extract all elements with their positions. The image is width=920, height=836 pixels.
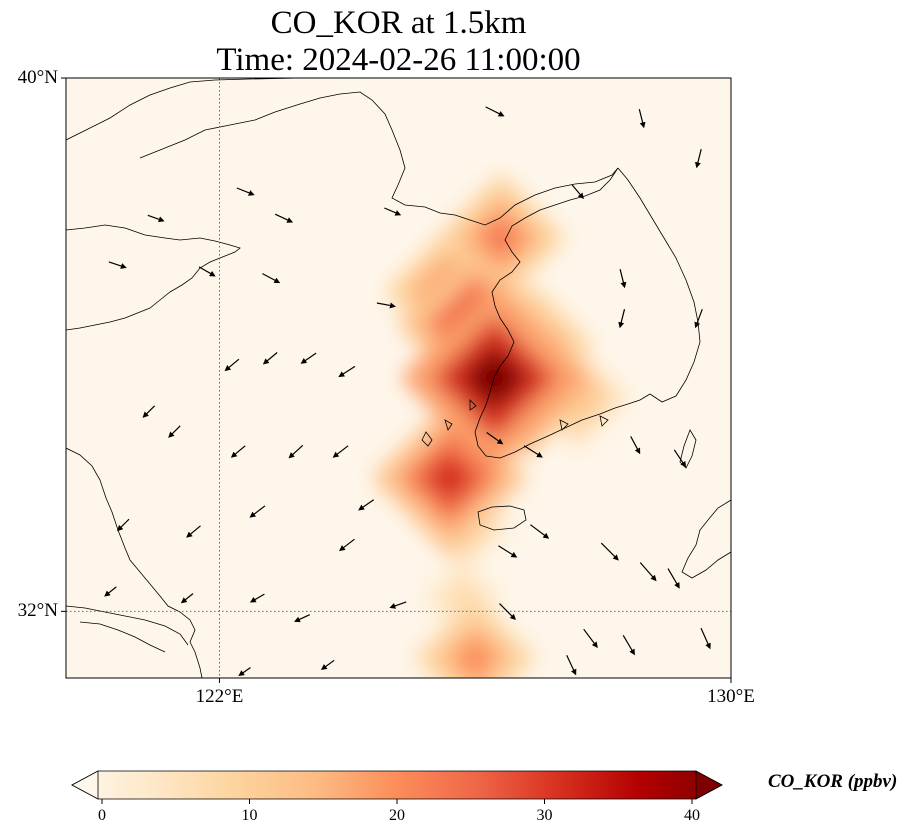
wind-arrow: [376, 302, 396, 309]
wind-arrow: [485, 106, 505, 117]
colorbar-tick-label: 40: [684, 807, 700, 824]
wind-arrow: [320, 659, 335, 670]
colorbar-ticks: [101, 799, 693, 804]
wind-arrow: [262, 352, 278, 365]
concentration-cell: [477, 215, 524, 261]
wind-arrow: [142, 405, 156, 418]
wind-arrow: [486, 432, 504, 445]
wind-arrow: [638, 109, 646, 129]
wind-arrow: [622, 634, 635, 656]
wind-arrow: [694, 308, 703, 329]
wind-arrow: [523, 445, 543, 458]
wind-arrow: [498, 545, 518, 558]
wind-arrow: [618, 309, 626, 329]
colorbar-extend-min: [71, 770, 99, 800]
wind-arrow: [338, 365, 356, 378]
wind-arrow: [694, 149, 702, 169]
wind-arrow: [389, 601, 407, 609]
wind-arrow: [630, 436, 641, 455]
wind-arrow: [300, 352, 317, 364]
wind-arrow: [274, 213, 294, 223]
coastline-yangtze-mouth: [66, 605, 189, 653]
lat-tick-label: 32°N: [17, 600, 58, 622]
wind-arrow: [583, 628, 598, 648]
wind-arrow: [147, 214, 165, 223]
coastline-kyushu: [681, 499, 731, 579]
wind-arrow: [339, 538, 355, 552]
wind-arrow: [116, 518, 130, 532]
axis-ticks: [61, 77, 732, 683]
lon-tick-label: 130°E: [707, 686, 755, 707]
wind-arrow: [619, 269, 627, 289]
wind-arrow: [667, 568, 680, 589]
wind-arrow: [198, 266, 216, 277]
colorbar: [71, 770, 723, 800]
wind-arrow: [230, 445, 246, 458]
colorbar-extend-max: [695, 770, 723, 800]
wind-arrow: [249, 593, 265, 603]
wind-arrow: [288, 444, 304, 459]
concentration-cell: [422, 450, 477, 506]
coastline-liaodong: [66, 78, 301, 141]
coastline-korea-west: [474, 167, 651, 459]
wind-arrow: [566, 655, 577, 676]
wind-arrow: [639, 562, 657, 582]
coastline-china-east: [66, 447, 203, 678]
coastline-korea-southwest-islands: [421, 399, 609, 447]
wind-arrow: [168, 425, 181, 438]
wind-vectors: [104, 106, 711, 677]
wind-arrow: [700, 627, 711, 650]
wind-arrow: [571, 184, 584, 200]
wind-arrow: [249, 505, 266, 518]
coastline-korea-east: [617, 167, 701, 403]
wind-arrow: [180, 593, 194, 604]
coastline-jeju: [477, 505, 527, 531]
lon-tick-label: 122°E: [195, 686, 244, 707]
concentration-cell: [453, 636, 497, 678]
coastline-bohai-north: [139, 91, 619, 226]
wind-arrow: [186, 525, 201, 538]
colorbar-tick-label: 0: [98, 807, 106, 824]
wind-arrow: [224, 358, 240, 372]
wind-arrow: [673, 449, 687, 468]
colorbar-tick-label: 30: [536, 807, 553, 824]
wind-arrow: [104, 586, 117, 597]
wind-arrow: [332, 445, 349, 458]
colorbar-tick-label: 20: [389, 807, 405, 824]
map-subtitle-time: Time: 2024-02-26 11:00:00: [216, 42, 581, 78]
coastlines: [66, 78, 731, 678]
wind-arrow: [238, 667, 251, 677]
map-title: CO_KOR at 1.5km: [270, 5, 527, 41]
map-frame: [65, 77, 732, 679]
coastline-tsushima: [679, 429, 697, 469]
wind-arrow: [358, 499, 375, 511]
coastline-shandong: [66, 224, 241, 331]
wind-arrow: [530, 524, 550, 539]
colorbar-label: CO_KOR (ppbv): [768, 771, 898, 792]
wind-arrow: [236, 187, 255, 196]
wind-arrow: [600, 542, 619, 561]
map-background: [66, 78, 731, 678]
wind-arrow: [262, 273, 281, 284]
wind-arrow: [108, 261, 127, 269]
wind-arrow: [384, 207, 402, 216]
gridlines: [66, 78, 731, 678]
lat-tick-label: 40°N: [17, 67, 58, 88]
wind-arrow: [499, 603, 516, 621]
concentration-field: [371, 172, 630, 678]
colorbar-tick-label: 10: [241, 807, 258, 824]
wind-arrow: [294, 614, 310, 623]
